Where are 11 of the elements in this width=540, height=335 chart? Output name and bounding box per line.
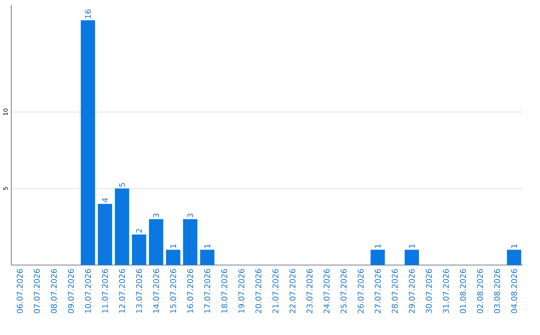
bar xyxy=(183,219,198,266)
bar xyxy=(114,188,130,266)
bar xyxy=(148,219,164,266)
bar xyxy=(132,234,146,266)
bar xyxy=(370,250,385,266)
bar xyxy=(200,250,214,266)
bar xyxy=(80,20,96,266)
bar xyxy=(506,250,522,266)
bar xyxy=(166,250,180,266)
bar xyxy=(404,250,419,266)
bar xyxy=(98,204,112,266)
